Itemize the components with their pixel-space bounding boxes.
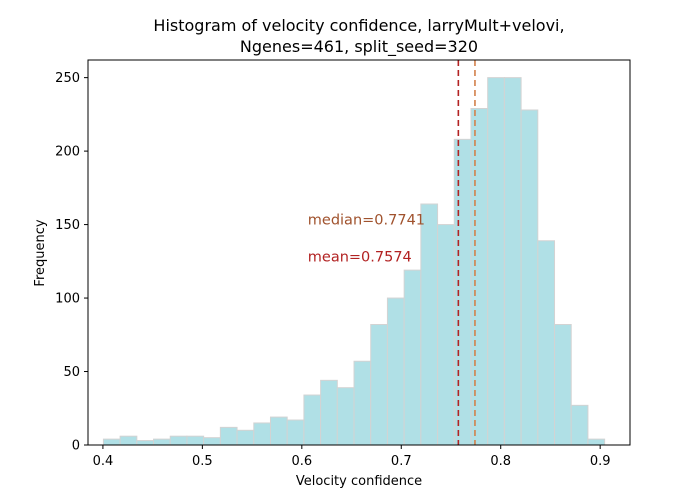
histogram-bar: [304, 395, 321, 445]
histogram-bar: [504, 78, 521, 445]
histogram-bar: [270, 417, 287, 445]
histogram-bar: [571, 405, 588, 445]
histogram-bar: [488, 78, 505, 445]
y-tick-label: 50: [63, 365, 80, 380]
histogram-bar: [170, 436, 187, 445]
x-tick-label: 0.7: [391, 454, 412, 469]
y-tick-label: 150: [55, 218, 80, 233]
y-tick-label: 250: [55, 71, 80, 86]
histogram-bar: [371, 325, 388, 445]
histogram-bar: [588, 439, 605, 445]
y-tick-label: 100: [55, 292, 80, 307]
x-axis-ticks: 0.4 0.5 0.6 0.7 0.8 0.9: [93, 445, 611, 469]
histogram-bar: [421, 204, 438, 445]
x-axis-label: Velocity confidence: [296, 474, 422, 489]
histogram-bar: [204, 438, 221, 445]
histogram-bar: [438, 225, 455, 445]
histogram-bar: [120, 436, 137, 445]
histogram-bar: [137, 441, 154, 445]
y-tick-label: 0: [72, 439, 80, 454]
chart-title-line-2: Ngenes=461, split_seed=320: [240, 37, 478, 57]
y-tick-label: 200: [55, 145, 80, 160]
x-tick-label: 0.9: [590, 454, 611, 469]
y-axis-ticks: 0 50 100 150 200 250: [55, 71, 88, 453]
x-tick-label: 0.8: [490, 454, 511, 469]
x-tick-label: 0.6: [291, 454, 312, 469]
histogram-bar: [521, 110, 538, 445]
histogram-bar: [354, 361, 371, 445]
histogram-bar: [387, 298, 404, 445]
chart-title-line-1: Histogram of velocity confidence, larryM…: [153, 16, 564, 35]
histogram-bar: [454, 139, 471, 445]
histogram-bar: [337, 388, 354, 445]
x-tick-label: 0.5: [192, 454, 213, 469]
histogram-bar: [254, 423, 271, 445]
histogram-bar: [321, 380, 338, 445]
histogram-bar: [471, 108, 488, 445]
stat-annotation: median=0.7741: [308, 213, 425, 229]
stat-annotation: mean=0.7574: [308, 249, 412, 265]
histogram-bar: [237, 430, 254, 445]
histogram-bar: [404, 270, 421, 445]
histogram-bar: [538, 241, 555, 445]
annotations-group: median=0.7741 mean=0.7574: [308, 213, 425, 266]
histogram-bar: [154, 439, 171, 445]
histogram-bar: [287, 420, 304, 445]
histogram-bar: [555, 325, 572, 445]
histogram-bar: [187, 436, 204, 445]
y-axis-label: Frequency: [33, 219, 48, 286]
x-tick-label: 0.4: [93, 454, 114, 469]
histogram-bar: [220, 427, 237, 445]
histogram-bar: [103, 439, 120, 445]
